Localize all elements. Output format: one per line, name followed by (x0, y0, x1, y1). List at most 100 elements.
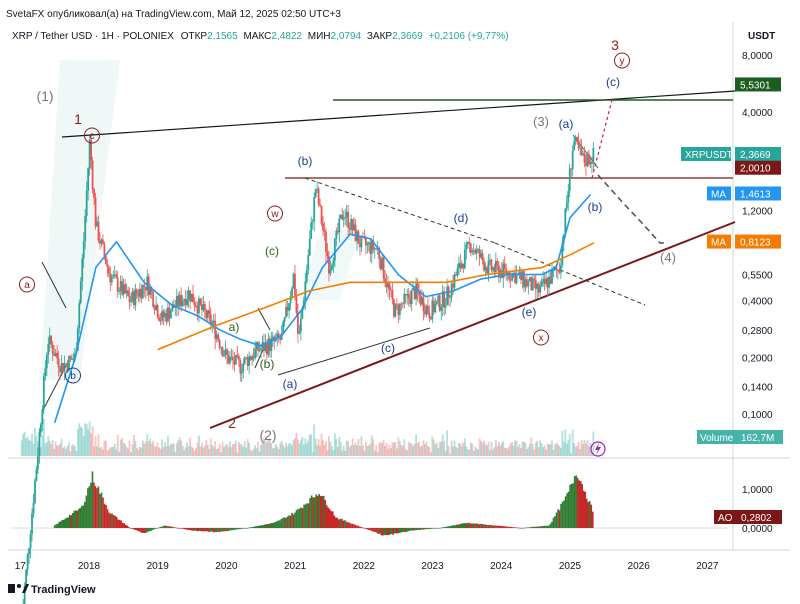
ao-bar (359, 526, 361, 528)
volume-bar (558, 445, 561, 456)
volume-bar (416, 443, 419, 456)
volume-bar (509, 443, 512, 456)
volume-bar (483, 440, 485, 456)
ao-bar (247, 527, 249, 529)
volume-bar (431, 436, 434, 456)
volume-bar (109, 447, 112, 456)
time-axis[interactable]: 17 2018 2019 2020 2021 2022 2023 2024 2025 2026 20… (15, 561, 719, 572)
candle-body (438, 295, 441, 311)
ao-bar (463, 523, 466, 528)
alert-lightning-icon[interactable] (590, 441, 606, 457)
wave-label: 1 (74, 111, 82, 127)
candle-body (388, 283, 391, 290)
time-tick-label: 2026 (628, 561, 651, 572)
badge-label: MA (711, 238, 726, 249)
price-axis[interactable]: 8,0000 4,0000 1,2000 0,5500 0,4000 0,2800 0,20… (742, 51, 773, 421)
ao-bar (505, 526, 508, 528)
candle-body (565, 202, 568, 209)
candle-body (589, 161, 592, 165)
ao-bar (517, 527, 520, 529)
ao-bar (474, 523, 476, 528)
candle-body (586, 153, 589, 166)
ao-bar (587, 502, 590, 528)
ao-bar (188, 528, 190, 530)
candle-body (23, 586, 26, 604)
candle-body (486, 267, 488, 274)
ao-bar (111, 513, 113, 528)
volume-bar (523, 441, 525, 456)
ao-bar (159, 526, 162, 528)
wave-label: x (539, 333, 544, 344)
ao-bar (483, 524, 485, 528)
candle-body (471, 250, 474, 253)
ao-bar (446, 526, 449, 528)
volume-bar (133, 435, 135, 456)
ao-bar (427, 528, 429, 530)
ao-bar (531, 526, 534, 528)
volume-bar (472, 451, 475, 456)
candle-body (305, 269, 308, 282)
candle-body (456, 268, 459, 276)
ao-bar (65, 517, 68, 528)
candle-body (459, 263, 462, 269)
volume-bar (110, 447, 113, 456)
volume-bar (372, 439, 375, 456)
ao-bar (330, 511, 333, 528)
ao-bar (322, 495, 325, 528)
volume-bar (85, 423, 88, 456)
volume-bar (434, 444, 437, 456)
candle-body (347, 211, 350, 228)
candle-body (328, 256, 330, 274)
wave-label-circle (267, 205, 283, 222)
candle-body (308, 238, 311, 256)
ao-bar (235, 528, 237, 530)
candle-body (499, 270, 502, 278)
candle-body (508, 271, 511, 280)
ao-bar (369, 528, 372, 531)
ao-bar (433, 528, 435, 529)
candle-body (217, 334, 220, 340)
wave-label: (c) (265, 244, 279, 258)
ao-bar (251, 526, 254, 528)
ao-bar (409, 528, 411, 531)
candle-body (88, 139, 91, 168)
volume-bar (336, 447, 339, 456)
ao-bar (567, 491, 570, 528)
ao-bar (201, 528, 204, 532)
candle-body (133, 291, 135, 306)
ao-bar (120, 520, 122, 528)
volume-bar (286, 446, 289, 456)
ao-bar (303, 504, 305, 528)
ao-bar (324, 500, 327, 528)
candle-body (435, 301, 438, 305)
candle-body (34, 480, 36, 503)
volume-bar (353, 445, 355, 456)
volume-bar (180, 440, 183, 456)
ao-bar (295, 510, 298, 528)
ao-bar (516, 527, 519, 529)
volume-bar (212, 446, 215, 456)
candle-body (242, 363, 245, 372)
volume-bar (481, 442, 484, 456)
ao-bar (513, 527, 515, 528)
candle-body (186, 299, 189, 306)
ao-bar (347, 522, 349, 528)
candle-body (180, 294, 183, 307)
ao-bar (466, 523, 469, 528)
ao-bar (85, 495, 88, 528)
volume-bar (518, 444, 521, 456)
candle-body (335, 230, 338, 239)
time-tick-label: 2025 (559, 561, 582, 572)
volume-bar (508, 446, 511, 456)
wave-label: (d) (454, 211, 469, 225)
ao-bar (155, 528, 157, 529)
ao-bar (418, 528, 420, 531)
candle-body (570, 168, 573, 170)
volume-bar (489, 449, 491, 456)
candle-body (549, 276, 552, 284)
candle-body (174, 306, 177, 308)
ao-bar (507, 526, 509, 528)
ao-bar (73, 510, 76, 528)
ao-bar (365, 528, 367, 529)
